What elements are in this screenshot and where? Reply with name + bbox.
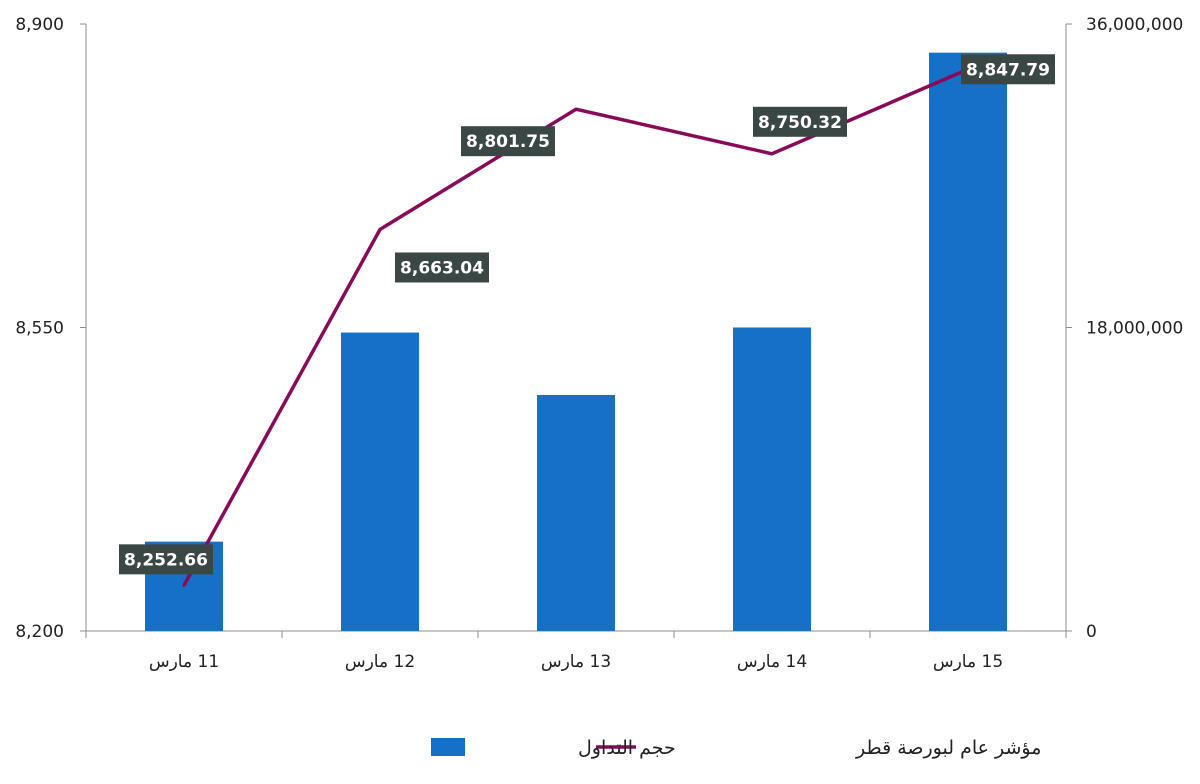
right-tick-label: 36,000,000 (1086, 15, 1183, 35)
data-label-text: 8,663.04 (400, 258, 484, 278)
left-tick-label: 8,550 (15, 319, 64, 339)
index-point (574, 107, 578, 111)
left-tick-label: 8,200 (15, 622, 64, 642)
data-label-box (461, 126, 555, 157)
data-label-text: 8,801.75 (466, 132, 550, 152)
legend-bar-swatch (431, 738, 465, 756)
volume-bar (733, 327, 811, 631)
data-label-box (961, 54, 1055, 85)
volume-bars (145, 52, 1007, 632)
data-label-text: 8,252.66 (124, 550, 208, 570)
x-category-label: 11 مارس (149, 652, 219, 672)
axes: 8,200 8,550 8,900 0 18,000,000 36,000,000 11 م… (15, 15, 1183, 672)
x-category-label: 14 مارس (737, 652, 807, 672)
data-label-box (753, 106, 847, 137)
x-category-label: 13 مارس (541, 652, 611, 672)
volume-bar (929, 52, 1007, 632)
legend: مؤشر عام لبورصة قطر حجم التداول (431, 737, 1041, 759)
legend-line-label: مؤشر عام لبورصة قطر (855, 737, 1041, 759)
index-point (770, 152, 774, 156)
volume-bar (341, 332, 419, 631)
legend-bar-label: حجم التداول (578, 737, 676, 759)
right-tick-label: 0 (1086, 622, 1097, 642)
data-labels: 8,252.66 8,663.04 8,801.75 8,750.32 8,847.79 (119, 54, 1055, 575)
data-label-text: 8,750.32 (758, 113, 842, 133)
left-tick-label: 8,900 (15, 15, 64, 35)
volume-bar (537, 394, 615, 631)
index-point (182, 583, 186, 587)
data-label-box (119, 544, 213, 575)
x-category-label: 12 مارس (345, 652, 415, 672)
index-point (378, 227, 382, 231)
data-label-box (395, 252, 489, 283)
x-category-label: 15 مارس (933, 652, 1003, 672)
right-tick-label: 18,000,000 (1086, 319, 1183, 339)
data-label-text: 8,847.79 (966, 60, 1050, 80)
